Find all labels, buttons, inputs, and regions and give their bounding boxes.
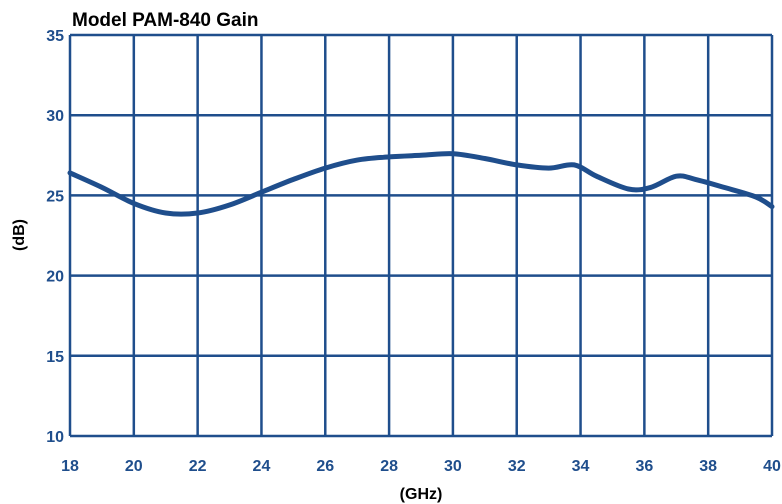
gain-series-line xyxy=(67,151,775,217)
y-tick-labels: 10 15 20 25 30 35 xyxy=(46,28,64,446)
y-tick-label: 20 xyxy=(46,269,64,286)
y-tick-label: 25 xyxy=(46,188,64,205)
x-tick-label: 26 xyxy=(316,458,334,475)
x-tick-label: 38 xyxy=(699,458,717,475)
x-tick-label: 40 xyxy=(763,458,781,475)
x-tick-label: 30 xyxy=(444,458,462,475)
y-tick-label: 15 xyxy=(46,349,64,366)
x-tick-label: 32 xyxy=(508,458,526,475)
x-axis-label: (GHz) xyxy=(400,486,443,503)
y-tick-label: 10 xyxy=(46,429,64,446)
x-tick-labels: 18 20 22 24 26 28 30 32 34 36 38 40 xyxy=(61,458,781,475)
x-tick-label: 20 xyxy=(125,458,143,475)
grid xyxy=(68,33,774,438)
y-axis-label: (dB) xyxy=(11,219,28,251)
x-tick-label: 24 xyxy=(253,458,271,475)
y-tick-label: 30 xyxy=(46,108,64,125)
x-tick-label: 18 xyxy=(61,458,79,475)
x-tick-label: 28 xyxy=(380,458,398,475)
chart-title: Model PAM-840 Gain xyxy=(72,10,259,31)
x-tick-label: 36 xyxy=(635,458,653,475)
y-tick-label: 35 xyxy=(46,28,64,45)
x-tick-label: 22 xyxy=(189,458,207,475)
x-tick-label: 34 xyxy=(572,458,590,475)
